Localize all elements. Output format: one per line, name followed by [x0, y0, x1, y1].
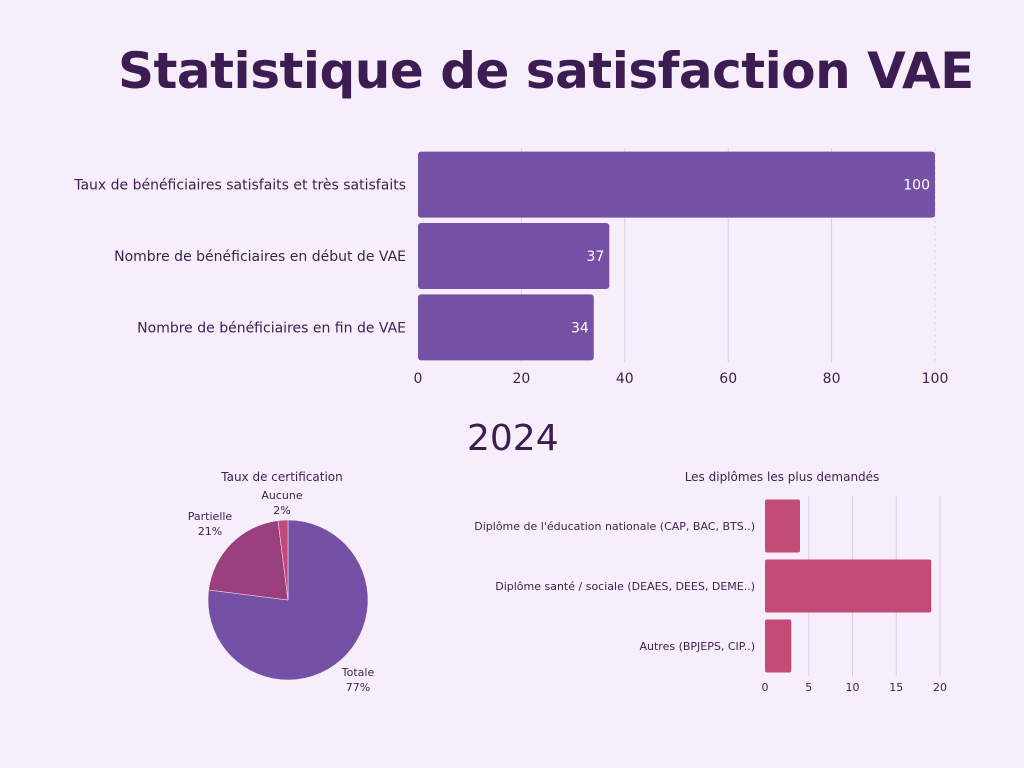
x-tick-label: 40: [616, 371, 634, 387]
slice-percent-label: 21%: [198, 525, 222, 538]
category-label: Autres (BPJEPS, CIP..): [640, 640, 756, 653]
bar: [418, 223, 610, 289]
x-tick-label: 15: [889, 681, 903, 694]
x-tick-label: 20: [933, 681, 947, 694]
x-tick-label: 10: [846, 681, 860, 694]
year-heading: 2024: [467, 418, 559, 459]
pie-title: Taux de certification: [220, 470, 342, 484]
page-title: Statistique de satisfaction VAE: [118, 42, 974, 100]
slice-percent-label: 77%: [346, 681, 370, 694]
x-tick-label: 60: [719, 371, 737, 387]
x-tick-label: 100: [922, 371, 949, 387]
category-label: Nombre de bénéficiaires en début de VAE: [114, 249, 406, 265]
pie-slice: [208, 520, 289, 601]
x-tick-label: 20: [512, 371, 530, 387]
category-label: Diplôme santé / sociale (DEAES, DEES, DE…: [495, 580, 755, 593]
pie-slice: [277, 519, 289, 601]
slice-percent-label: 2%: [273, 504, 290, 517]
slice-label: Totale: [341, 666, 375, 679]
category-label: Nombre de bénéficiaires en fin de VAE: [137, 320, 406, 336]
x-tick-label: 80: [823, 371, 841, 387]
bar: [765, 559, 932, 613]
bar: [765, 499, 800, 553]
bar: [418, 294, 594, 361]
x-tick-label: 0: [414, 371, 423, 387]
bar-value-label: 100: [903, 178, 930, 194]
category-label: Taux de bénéficiaires satisfaits et très…: [73, 178, 406, 194]
slice-label: Partielle: [188, 510, 233, 523]
chart-title: Les diplômes les plus demandés: [685, 470, 880, 484]
bar: [765, 619, 792, 673]
x-tick-label: 5: [805, 681, 812, 694]
bar-value-label: 37: [586, 249, 604, 265]
x-tick-label: 0: [762, 681, 769, 694]
bar-value-label: 34: [571, 320, 589, 336]
category-label: Diplôme de l'éducation nationale (CAP, B…: [474, 520, 755, 533]
slice-label: Aucune: [261, 489, 302, 502]
bar: [418, 151, 935, 218]
